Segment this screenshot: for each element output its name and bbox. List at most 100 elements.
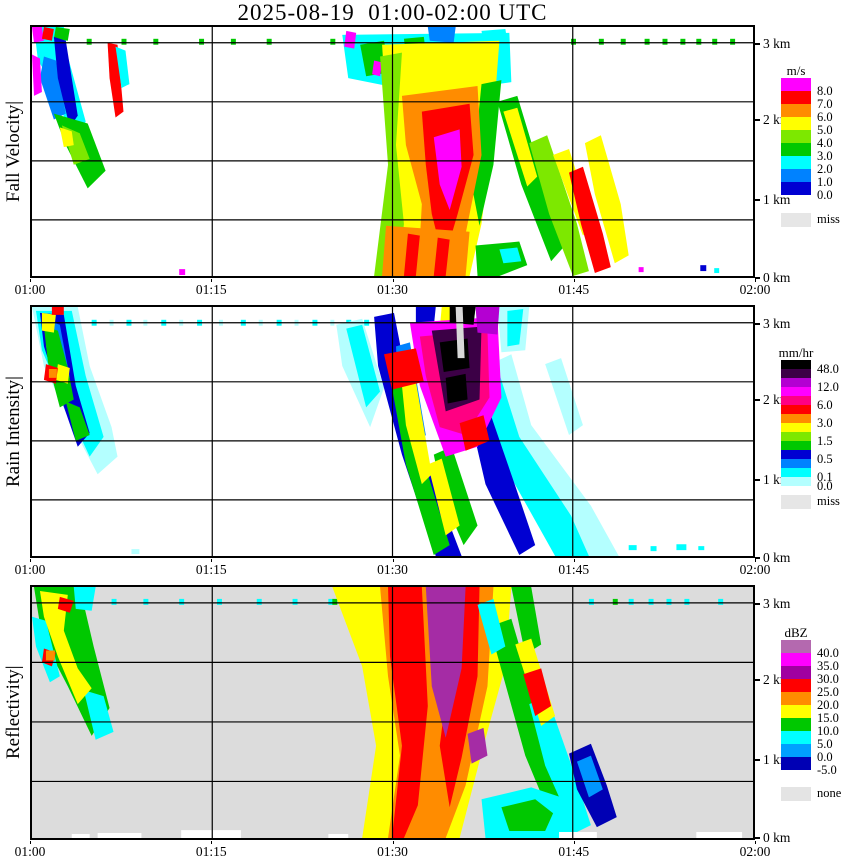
height-tick bbox=[755, 277, 760, 279]
legend-tick-label: 15.0 bbox=[817, 710, 839, 725]
time-tick bbox=[211, 279, 213, 282]
legend-tick-label: 3.0 bbox=[817, 148, 833, 163]
height-tick bbox=[755, 199, 760, 201]
legend-color-block bbox=[781, 666, 811, 679]
legend-color-block bbox=[781, 441, 811, 450]
y-axis-label-rain-intensity: Rain Intensity| bbox=[3, 376, 24, 487]
height-tick-label: 3 km bbox=[763, 596, 791, 611]
legend-color-bar: 40.0 35.0 30.0 25.0 20.0 15.0 10.0 5.0 0.0 -5.0 bbox=[781, 640, 847, 776]
time-tick-label: 01:45 bbox=[558, 282, 590, 297]
legend-tick-label: 2.0 bbox=[817, 161, 833, 176]
legend-tick-label: 1.0 bbox=[817, 174, 833, 189]
legend-color-block bbox=[781, 423, 811, 432]
legend-missing-swatch bbox=[781, 494, 811, 509]
reflectivity-heatmap bbox=[32, 587, 753, 838]
legend-color-block bbox=[781, 757, 811, 770]
fall-velocity-heatmap bbox=[32, 27, 753, 276]
height-tick-label: 3 km bbox=[763, 36, 791, 51]
time-tick bbox=[573, 279, 575, 282]
legend-color-block bbox=[781, 387, 811, 396]
time-tick bbox=[30, 279, 31, 282]
legend-tick-label: 8.0 bbox=[817, 83, 833, 98]
time-tick bbox=[392, 279, 394, 282]
height-tick bbox=[755, 323, 760, 325]
legend-tick-label: 0.0 bbox=[817, 187, 833, 202]
height-tick-label: 1 km bbox=[763, 192, 791, 207]
time-tick bbox=[755, 841, 756, 844]
plot-area-fall-velocity bbox=[30, 25, 755, 278]
legend-tick-label: 6.0 bbox=[817, 397, 833, 412]
legend-tick-label: 4.0 bbox=[817, 135, 833, 150]
legend-tick-label: 48.0 bbox=[817, 361, 839, 376]
legend-color-block bbox=[781, 432, 811, 441]
legend-tick-label: 5.0 bbox=[817, 122, 833, 137]
legend-missing-label: miss bbox=[817, 494, 840, 508]
legend-color-block bbox=[781, 731, 811, 744]
legend-tick-label: 0.0 bbox=[817, 749, 833, 764]
legend-color-block bbox=[781, 156, 811, 169]
height-tick-label: 3 km bbox=[763, 316, 791, 331]
time-tick-label: 02:00 bbox=[739, 282, 771, 297]
legend-tick-label: 12.0 bbox=[817, 379, 839, 394]
legend-rain-intensity: mm/hr 48.0 12.0 6.0 3.0 1.5 0.5 0.1 0.0 miss bbox=[778, 345, 847, 509]
y-axis-label-fall-velocity: Fall Velocity| bbox=[3, 100, 24, 203]
legend-tick-label: 7.0 bbox=[817, 96, 833, 111]
legend-tick-label: 0.0 bbox=[817, 478, 833, 493]
time-tick bbox=[30, 559, 31, 562]
time-axis-rain-intensity: 01:00 01:15 01:30 01:45 02:00 bbox=[15, 559, 770, 577]
legend-tick-label: 6.0 bbox=[817, 109, 833, 124]
legend-color-block bbox=[781, 450, 811, 459]
time-tick bbox=[755, 279, 756, 282]
y-axis-label-reflectivity: Reflectivity| bbox=[3, 665, 24, 760]
time-tick-label: 01:15 bbox=[195, 562, 227, 577]
legend-tick-label: 0.1 bbox=[817, 469, 833, 484]
legend-missing-swatch bbox=[781, 786, 811, 801]
legend-color-block bbox=[781, 369, 811, 378]
legend-missing-entry: miss bbox=[781, 212, 847, 227]
legend-missing-entry: none bbox=[781, 786, 847, 801]
legend-color-block bbox=[781, 640, 811, 653]
legend-color-block bbox=[781, 143, 811, 156]
legend-color-block bbox=[781, 744, 811, 757]
legend-color-block bbox=[781, 414, 811, 423]
legend-tick-label: 5.0 bbox=[817, 736, 833, 751]
legend-tick-label: 35.0 bbox=[817, 658, 839, 673]
time-tick bbox=[392, 841, 394, 844]
legend-tick-label: 1.5 bbox=[817, 433, 833, 448]
legend-color-block bbox=[781, 718, 811, 731]
height-tick bbox=[755, 837, 760, 839]
legend-unit-label: mm/hr bbox=[778, 345, 814, 360]
height-tick bbox=[755, 399, 760, 401]
time-tick bbox=[211, 841, 213, 844]
time-tick-label: 02:00 bbox=[739, 844, 771, 859]
legend-color-block bbox=[781, 169, 811, 182]
time-tick bbox=[755, 559, 756, 562]
legend-tick-label: 30.0 bbox=[817, 671, 839, 686]
legend-color-block bbox=[781, 91, 811, 104]
page-title: 2025-08-19 01:00-02:00 UTC bbox=[237, 0, 548, 25]
legend-color-block bbox=[781, 705, 811, 718]
legend-color-bar: 48.0 12.0 6.0 3.0 1.5 0.5 0.1 0.0 bbox=[781, 360, 847, 492]
legend-color-block bbox=[781, 360, 811, 369]
time-tick-label: 01:15 bbox=[195, 844, 227, 859]
legend-color-block bbox=[781, 459, 811, 468]
time-tick-label: 01:15 bbox=[195, 282, 227, 297]
time-tick-label: 01:30 bbox=[377, 562, 408, 577]
time-tick bbox=[573, 841, 575, 844]
legend-color-block bbox=[781, 653, 811, 666]
time-tick-label: 02:00 bbox=[739, 562, 771, 577]
height-tick bbox=[755, 603, 760, 605]
legend-color-block bbox=[781, 104, 811, 117]
height-tick-label: 0 km bbox=[763, 550, 791, 565]
legend-tick-label: -5.0 bbox=[817, 762, 837, 777]
legend-tick-label: 3.0 bbox=[817, 415, 833, 430]
legend-tick-label: 0.5 bbox=[817, 451, 833, 466]
time-tick-label: 01:30 bbox=[377, 844, 408, 859]
legend-unit-label: dBZ bbox=[784, 625, 808, 640]
time-tick-label: 01:45 bbox=[558, 844, 590, 859]
legend-color-block bbox=[781, 378, 811, 387]
legend-unit-label: m/s bbox=[786, 63, 806, 78]
time-tick bbox=[211, 559, 213, 562]
height-tick bbox=[755, 479, 760, 481]
legend-color-block bbox=[781, 78, 811, 91]
